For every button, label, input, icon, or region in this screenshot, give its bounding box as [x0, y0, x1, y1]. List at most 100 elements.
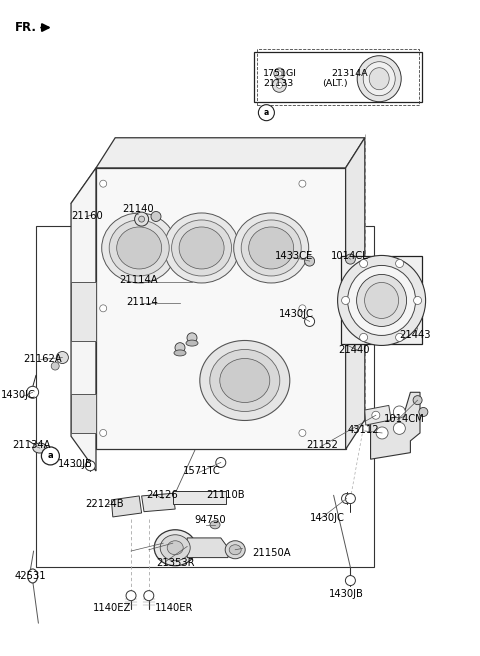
Circle shape: [258, 105, 275, 121]
Polygon shape: [371, 392, 420, 459]
Circle shape: [276, 82, 282, 89]
Circle shape: [346, 575, 355, 586]
Text: a: a: [264, 108, 269, 117]
Text: 21314A: 21314A: [331, 69, 368, 78]
Circle shape: [393, 406, 405, 418]
Ellipse shape: [249, 227, 294, 269]
Circle shape: [100, 430, 107, 436]
Circle shape: [299, 180, 306, 187]
Ellipse shape: [220, 358, 270, 403]
Text: 24126: 24126: [146, 490, 178, 501]
Text: 1140ER: 1140ER: [155, 603, 193, 613]
Ellipse shape: [33, 443, 47, 453]
Ellipse shape: [179, 227, 224, 269]
Text: 1751GI: 1751GI: [263, 69, 297, 78]
Text: 21150A: 21150A: [252, 548, 290, 558]
Ellipse shape: [117, 227, 162, 269]
Ellipse shape: [200, 340, 290, 420]
Circle shape: [274, 68, 285, 79]
Circle shape: [139, 216, 144, 222]
Text: 1571TC: 1571TC: [183, 466, 221, 476]
Ellipse shape: [348, 266, 416, 335]
Text: 21443: 21443: [399, 329, 431, 340]
Ellipse shape: [369, 68, 389, 90]
Circle shape: [134, 212, 149, 226]
Text: 1433CE: 1433CE: [275, 251, 313, 261]
Circle shape: [342, 297, 349, 304]
Text: 22124B: 22124B: [85, 499, 124, 509]
Polygon shape: [71, 282, 96, 341]
Text: 1430JC: 1430JC: [279, 308, 314, 319]
Ellipse shape: [160, 535, 190, 561]
Circle shape: [299, 430, 306, 436]
Text: 21133: 21133: [263, 79, 293, 88]
Circle shape: [151, 211, 161, 222]
Circle shape: [346, 493, 355, 504]
Text: 42531: 42531: [14, 571, 46, 581]
Text: 21440: 21440: [338, 344, 370, 355]
Circle shape: [396, 260, 404, 268]
Text: 21160: 21160: [71, 211, 103, 222]
Ellipse shape: [28, 569, 37, 583]
Ellipse shape: [229, 544, 241, 555]
Polygon shape: [96, 138, 365, 168]
Text: 1430JB: 1430JB: [329, 588, 364, 599]
Circle shape: [57, 352, 69, 363]
FancyBboxPatch shape: [341, 256, 422, 344]
Circle shape: [372, 411, 380, 419]
Ellipse shape: [167, 541, 183, 555]
Ellipse shape: [164, 213, 239, 283]
Polygon shape: [142, 493, 175, 512]
Text: a: a: [48, 451, 53, 461]
Circle shape: [85, 461, 95, 471]
Circle shape: [51, 362, 59, 370]
Circle shape: [272, 78, 287, 92]
Text: 21114A: 21114A: [119, 275, 157, 285]
Polygon shape: [71, 168, 96, 471]
Ellipse shape: [363, 62, 395, 96]
Circle shape: [414, 297, 421, 304]
Ellipse shape: [357, 274, 407, 327]
Text: 1014CM: 1014CM: [384, 413, 425, 424]
Circle shape: [346, 254, 355, 264]
Circle shape: [299, 305, 306, 312]
Circle shape: [126, 590, 136, 601]
Text: 21110B: 21110B: [206, 490, 245, 501]
Circle shape: [187, 333, 197, 343]
Circle shape: [419, 407, 428, 417]
Ellipse shape: [241, 220, 301, 276]
Circle shape: [393, 422, 405, 434]
Text: 1140EZ: 1140EZ: [93, 603, 131, 613]
Circle shape: [144, 590, 154, 601]
Circle shape: [305, 256, 314, 266]
Circle shape: [360, 260, 368, 268]
Text: 21134A: 21134A: [12, 440, 50, 450]
Text: 1430JB: 1430JB: [58, 459, 93, 469]
Ellipse shape: [102, 213, 177, 283]
Ellipse shape: [154, 530, 196, 565]
Polygon shape: [346, 138, 365, 449]
Ellipse shape: [174, 350, 186, 356]
Circle shape: [376, 427, 388, 439]
Text: 21152: 21152: [306, 440, 338, 450]
Ellipse shape: [225, 541, 245, 559]
Text: 21140: 21140: [122, 203, 154, 214]
Text: 94750: 94750: [194, 515, 226, 525]
Polygon shape: [111, 496, 142, 517]
Ellipse shape: [337, 255, 426, 346]
Circle shape: [100, 305, 107, 312]
Circle shape: [216, 457, 226, 468]
Text: 1430JC: 1430JC: [1, 390, 36, 400]
Circle shape: [41, 447, 60, 465]
Polygon shape: [173, 491, 226, 504]
Circle shape: [277, 71, 282, 76]
Circle shape: [413, 396, 422, 405]
Ellipse shape: [210, 350, 280, 411]
Ellipse shape: [210, 521, 220, 529]
Polygon shape: [71, 394, 96, 433]
Ellipse shape: [172, 220, 232, 276]
Ellipse shape: [357, 56, 401, 102]
Circle shape: [396, 333, 404, 341]
Polygon shape: [365, 405, 391, 425]
Ellipse shape: [234, 213, 309, 283]
